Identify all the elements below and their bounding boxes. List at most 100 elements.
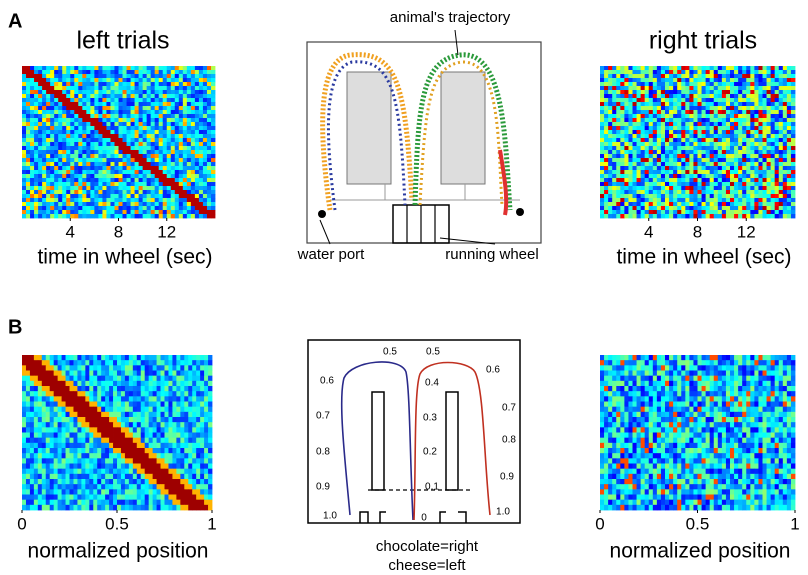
heatmap-cell: [179, 198, 183, 202]
heatmap-cell: [127, 210, 131, 214]
heatmap-cell: [775, 86, 779, 90]
heatmap-cell: [722, 86, 726, 90]
heatmap-cell: [637, 102, 641, 106]
heatmap-cell: [82, 166, 86, 170]
heatmap-cell: [30, 479, 34, 485]
heatmap-cell: [117, 453, 121, 459]
heatmap-cell: [135, 198, 139, 202]
heatmap-cell: [604, 66, 608, 70]
heatmap-cell: [167, 170, 171, 174]
heatmap-cell: [681, 170, 685, 174]
heatmap-cell: [779, 106, 783, 110]
heatmap-cell: [86, 214, 90, 218]
heatmap-cell: [139, 82, 143, 86]
heatmap-cell: [698, 122, 702, 126]
heatmap-cell: [38, 118, 42, 122]
heatmap-cell: [163, 70, 167, 74]
heatmap-cell: [750, 118, 754, 122]
heatmap-cell: [689, 110, 693, 114]
heatmap-cell: [624, 122, 628, 126]
heatmap-cell: [649, 154, 653, 158]
heatmap-cell: [633, 142, 637, 146]
heatmap-cell: [199, 154, 203, 158]
heatmap-cell: [734, 130, 738, 134]
heatmap-cell: [117, 489, 121, 495]
heatmap-cell: [137, 427, 141, 433]
heatmap-cell: [50, 94, 54, 98]
heatmap-cell: [649, 174, 653, 178]
heatmap-cell: [657, 158, 661, 162]
heatmap-cell: [22, 82, 26, 86]
heatmap-cell: [608, 162, 612, 166]
heatmap-cell: [199, 190, 203, 194]
heatmap-cell: [73, 489, 77, 495]
heatmap-cell: [726, 94, 730, 98]
heatmap-cell: [600, 114, 604, 118]
heatmap-cell: [105, 469, 109, 475]
heatmap-cell: [779, 178, 783, 182]
heatmap-cell: [204, 407, 208, 413]
heatmap-cell: [608, 142, 612, 146]
heatmap-cell: [637, 186, 641, 190]
heatmap-cell: [129, 438, 133, 444]
heatmap-cell: [649, 182, 653, 186]
heatmap-cell: [66, 178, 70, 182]
heatmap-cell: [66, 360, 70, 366]
heatmap-cell: [188, 391, 192, 397]
heatmap-cell: [758, 94, 762, 98]
heatmap-cell: [151, 170, 155, 174]
heatmap-cell: [22, 194, 26, 198]
heatmap-cell: [604, 110, 608, 114]
heatmap-cell: [123, 78, 127, 82]
heatmap-cell: [78, 170, 82, 174]
heatmap-cell: [151, 142, 155, 146]
heatmap-cell: [163, 182, 167, 186]
heatmap-cell: [105, 464, 109, 470]
heatmap-cell: [779, 86, 783, 90]
heatmap-cell: [26, 170, 30, 174]
heatmap-cell: [86, 130, 90, 134]
heatmap-cell: [114, 118, 118, 122]
heatmap-cell: [791, 98, 795, 102]
heatmap-cell: [34, 74, 38, 78]
heatmap-cell: [645, 86, 649, 90]
heatmap-cell: [203, 138, 207, 142]
heatmap-cell: [114, 190, 118, 194]
heatmap-cell: [673, 138, 677, 142]
heatmap-cell: [54, 190, 58, 194]
heatmap-cell: [66, 142, 70, 146]
heatmap-cell: [97, 391, 101, 397]
heatmap-cell: [30, 158, 34, 162]
heatmap-cell: [693, 198, 697, 202]
heatmap-cell: [791, 150, 795, 154]
heatmap-cell: [50, 412, 54, 418]
heatmap-cell: [183, 170, 187, 174]
heatmap-cell: [62, 407, 66, 413]
heatmap-cell: [738, 74, 742, 78]
heatmap-cell: [94, 138, 98, 142]
heatmap-cell: [653, 190, 657, 194]
heatmap-cell: [196, 386, 200, 392]
heatmap-cell: [58, 458, 62, 464]
heatmap-cell: [187, 118, 191, 122]
heatmap-cell: [628, 94, 632, 98]
heatmap-cell: [767, 170, 771, 174]
heatmap-cell: [151, 146, 155, 150]
heatmap-cell: [645, 214, 649, 218]
heatmap-cell: [657, 154, 661, 158]
heatmap-cell: [179, 134, 183, 138]
heatmap-cell: [74, 98, 78, 102]
heatmap-cell: [783, 190, 787, 194]
heatmap-cell: [653, 114, 657, 118]
heatmap-cell: [81, 396, 85, 402]
heatmap-cell: [66, 70, 70, 74]
heatmap-cell: [97, 438, 101, 444]
heatmap-cell: [139, 122, 143, 126]
heatmap-cell: [139, 86, 143, 90]
heatmap-cell: [180, 433, 184, 439]
heatmap-cell: [86, 82, 90, 86]
heatmap-cell: [22, 355, 26, 361]
heatmap-cell: [94, 198, 98, 202]
heatmap-cell: [46, 126, 50, 130]
heatmap-cell: [89, 484, 93, 490]
